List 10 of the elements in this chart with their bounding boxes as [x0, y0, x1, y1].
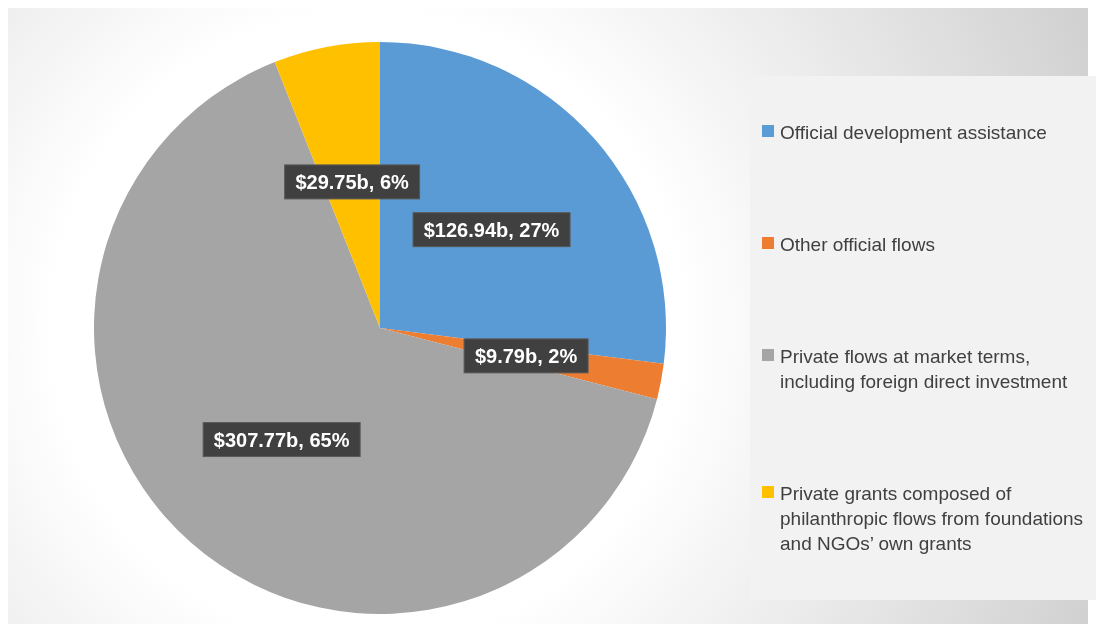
legend-label: Private grants composed of philanthropic flows from foundations and NGOs’ own grants — [780, 482, 1085, 557]
legend-label: Official development assistance — [780, 120, 1047, 145]
data-label: $29.75b, 6% — [295, 170, 410, 193]
data-label: $307.77b, 65% — [213, 428, 350, 451]
data-label: $126.94b, 27% — [423, 218, 560, 241]
pie-slice — [94, 62, 658, 614]
legend-label: Private flows at market terms, including foreign direct investment — [780, 345, 1069, 395]
data-label: $9.79b, 2% — [474, 344, 578, 367]
legend-label: Other official flows — [780, 232, 935, 257]
pie-slice — [380, 42, 666, 364]
